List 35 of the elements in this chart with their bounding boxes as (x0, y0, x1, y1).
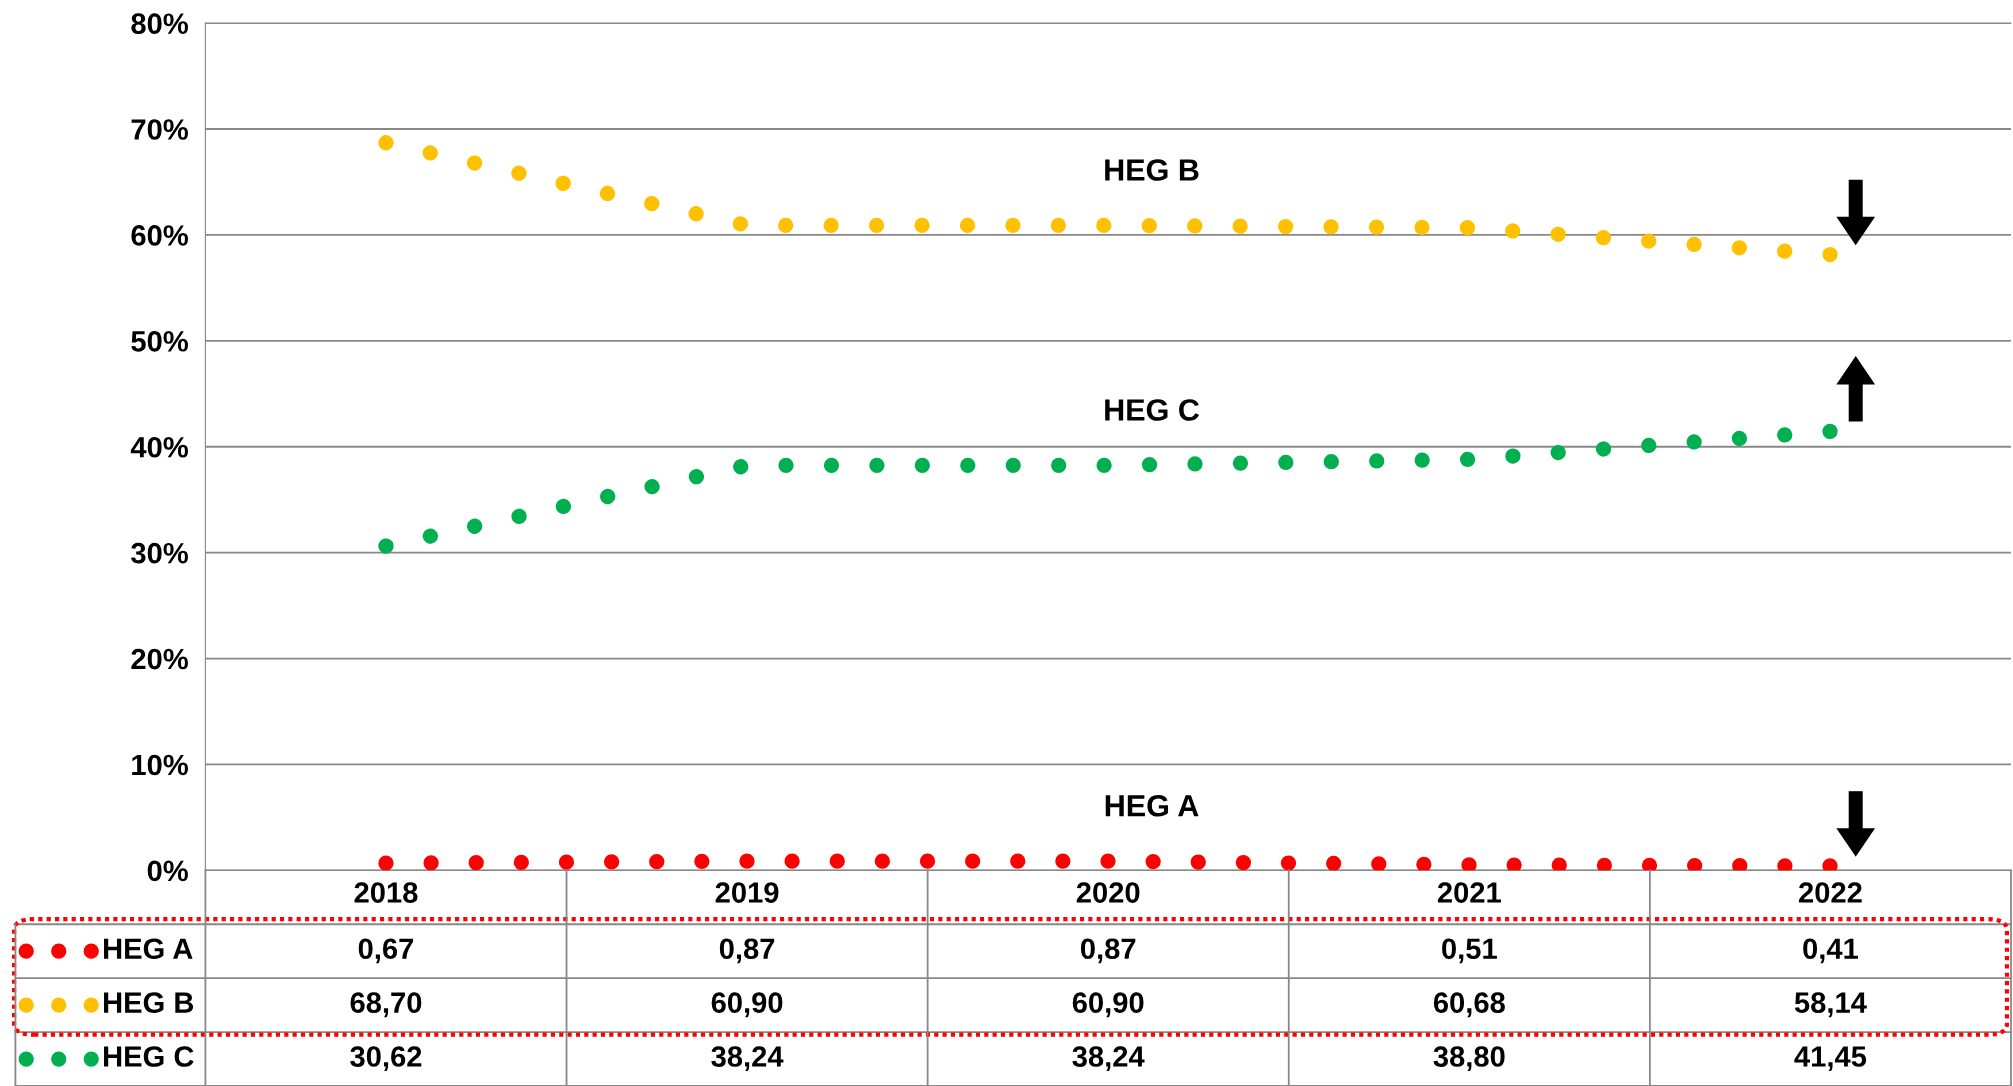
y-tick-label: 40% (130, 436, 188, 458)
data-label: 58,14 (1794, 992, 1867, 1018)
x-tick-label: 2020 (1076, 882, 1140, 903)
y-tick-label: 50% (131, 331, 188, 352)
data-label: 0,67 (358, 938, 414, 964)
legend-label: HEG C (104, 1046, 194, 1067)
y-tick-label: 60% (131, 225, 188, 246)
data-label: 60,68 (1433, 992, 1505, 1018)
x-tick-label: 2022 (1799, 882, 1862, 903)
x-tick-label: 2021 (1437, 882, 1501, 903)
data-label: 41,45 (1794, 1046, 1867, 1072)
data-label: 0,87 (1080, 938, 1136, 964)
y-tick-label: 10% (132, 754, 188, 776)
data-label: 60,90 (1072, 992, 1144, 1018)
data-label: 38,80 (1433, 1046, 1505, 1072)
data-label: 68,70 (350, 992, 422, 1018)
legend-label: HEG B (104, 992, 194, 1013)
annotation: HEG B (1105, 159, 1199, 181)
data-label: 0,87 (719, 938, 775, 964)
y-tick-label: 70% (131, 119, 188, 140)
legend-label: HEG A (104, 938, 193, 960)
data-label: 0,41 (1803, 938, 1858, 964)
y-tick-label: 30% (131, 542, 188, 564)
y-tick-label: 20% (131, 648, 188, 670)
y-tick-label: 80% (131, 13, 188, 34)
x-tick-label: 2019 (715, 882, 779, 903)
y-tick-label: 0% (147, 860, 188, 882)
annotation: HEG C (1105, 399, 1200, 421)
x-tick-label: 2018 (354, 882, 418, 903)
data-label: 38,24 (711, 1046, 784, 1072)
data-label: 0,51 (1442, 938, 1497, 964)
annotation: HEG A (1105, 794, 1199, 817)
data-label: 60,90 (711, 992, 783, 1018)
data-label: 30,62 (350, 1046, 422, 1072)
data-label: 38,24 (1072, 1046, 1145, 1072)
